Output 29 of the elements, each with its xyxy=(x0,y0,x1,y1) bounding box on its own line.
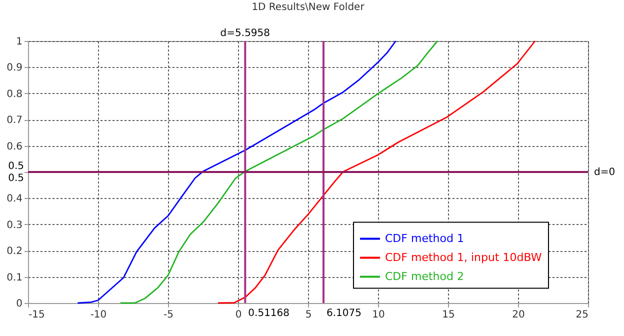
y-tick-label: 0.4 xyxy=(6,194,22,205)
y-tick-label: 0.3 xyxy=(6,220,22,231)
text: 0.5 xyxy=(8,173,24,184)
x-tick-label: -15 xyxy=(28,310,45,320)
ref-line-label: 6.1075 xyxy=(326,308,362,319)
x-tick-label: 25 xyxy=(576,310,588,320)
ref-line-label: 0.51168 xyxy=(248,308,290,319)
x-tick-label: -5 xyxy=(164,310,174,320)
x-tick-label: 0 xyxy=(235,310,242,320)
x-tick-label: 15 xyxy=(442,310,455,320)
y-tick-label: 0.6 xyxy=(6,141,22,152)
x-tick-label: -10 xyxy=(90,310,107,320)
y-tick-label: 0.8 xyxy=(6,88,22,100)
chart-title: 1D Results\New Folder xyxy=(252,2,366,13)
y-tick-label: 0.7 xyxy=(6,115,22,126)
text: d=5.5958 xyxy=(220,28,270,39)
x-tick-label: 5 xyxy=(305,310,312,320)
y-tick-label: 0.9 xyxy=(6,62,22,74)
text: 0.5 xyxy=(8,161,24,172)
y-tick-label: 0.2 xyxy=(6,246,22,258)
legend-label: CDF method 1, input 10dBW xyxy=(385,250,542,264)
y-tick-label: 0.1 xyxy=(6,272,22,284)
x-tick-label: 10 xyxy=(372,310,385,320)
y-tick-label: 0 xyxy=(16,298,22,310)
legend-label: CDF method 1 xyxy=(385,232,464,245)
y-tick-label: 1 xyxy=(16,36,22,48)
x-tick-label: 20 xyxy=(512,310,525,320)
ref-line-label: d=0 xyxy=(594,167,616,178)
legend-label: CDF method 2 xyxy=(385,270,464,283)
